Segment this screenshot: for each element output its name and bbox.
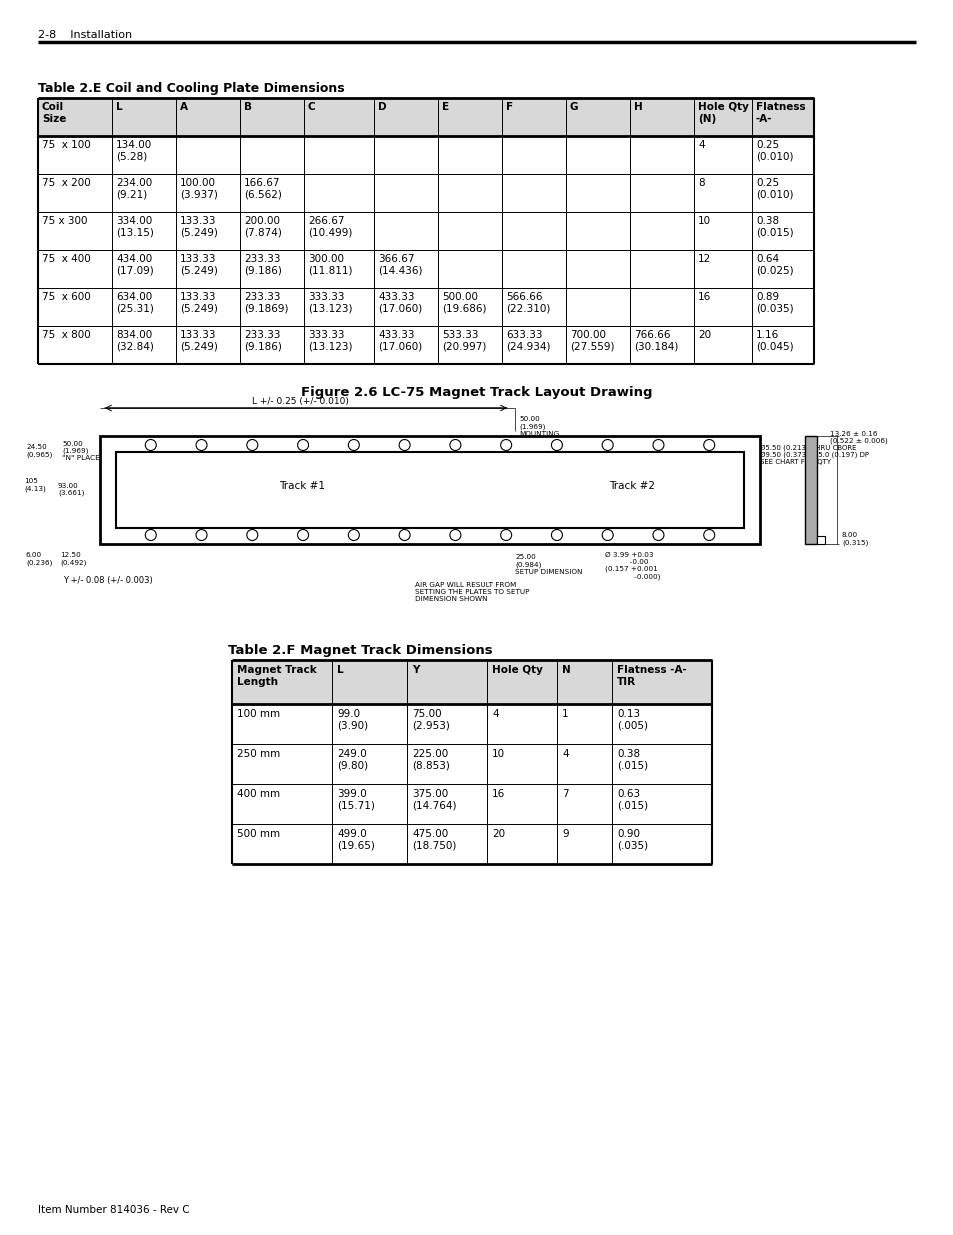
Text: Figure 2.6 LC-75 Magnet Track Layout Drawing: Figure 2.6 LC-75 Magnet Track Layout Dra… xyxy=(301,387,652,399)
Text: E: E xyxy=(441,103,449,112)
Text: Table 2.E Coil and Cooling Plate Dimensions: Table 2.E Coil and Cooling Plate Dimensi… xyxy=(38,82,344,95)
Text: 133.33
(5.249): 133.33 (5.249) xyxy=(180,291,217,314)
Text: D: D xyxy=(377,103,386,112)
Text: 0.25
(0.010): 0.25 (0.010) xyxy=(755,178,793,200)
Text: Magnet Track
Length: Magnet Track Length xyxy=(236,664,316,687)
Text: 166.67
(6.562): 166.67 (6.562) xyxy=(244,178,281,200)
Text: 75  x 100: 75 x 100 xyxy=(42,140,91,149)
Text: 4: 4 xyxy=(492,709,498,719)
Text: 700.00
(27.559): 700.00 (27.559) xyxy=(569,330,614,352)
Circle shape xyxy=(348,440,359,451)
Text: 434.00
(17.09): 434.00 (17.09) xyxy=(116,254,153,275)
Text: 134.00
(5.28): 134.00 (5.28) xyxy=(116,140,152,162)
Text: 433.33
(17.060): 433.33 (17.060) xyxy=(377,330,422,352)
Text: 566.66
(22.310): 566.66 (22.310) xyxy=(505,291,550,314)
Text: Track #1: Track #1 xyxy=(279,480,325,492)
Text: 50.00
(1.969)
"N" PLACES: 50.00 (1.969) "N" PLACES xyxy=(62,441,104,462)
Text: 24.50
(0.965): 24.50 (0.965) xyxy=(26,445,52,457)
Text: 633.33
(24.934): 633.33 (24.934) xyxy=(505,330,550,352)
Text: 133.33
(5.249): 133.33 (5.249) xyxy=(180,216,217,237)
Text: Table 2.F Magnet Track Dimensions: Table 2.F Magnet Track Dimensions xyxy=(228,643,492,657)
Text: Flatness
-A-: Flatness -A- xyxy=(755,103,804,124)
Circle shape xyxy=(247,440,257,451)
Circle shape xyxy=(703,530,714,541)
Text: 75  x 800: 75 x 800 xyxy=(42,330,91,340)
Circle shape xyxy=(297,440,308,451)
Text: 6.00
(0.236): 6.00 (0.236) xyxy=(26,552,52,566)
Circle shape xyxy=(195,530,207,541)
Text: Y +/- 0.08 (+/- 0.003): Y +/- 0.08 (+/- 0.003) xyxy=(63,576,152,585)
Text: 375.00
(14.764): 375.00 (14.764) xyxy=(412,789,456,810)
Text: L: L xyxy=(116,103,123,112)
Text: L: L xyxy=(336,664,343,676)
Text: 4: 4 xyxy=(561,748,568,760)
Text: 133.33
(5.249): 133.33 (5.249) xyxy=(180,254,217,275)
Text: 100 mm: 100 mm xyxy=(236,709,280,719)
Circle shape xyxy=(398,530,410,541)
Text: 0.64
(0.025): 0.64 (0.025) xyxy=(755,254,793,275)
Text: 16: 16 xyxy=(492,789,505,799)
Text: Item Number 814036 - Rev C: Item Number 814036 - Rev C xyxy=(38,1205,190,1215)
Text: 300.00
(11.811): 300.00 (11.811) xyxy=(308,254,352,275)
Circle shape xyxy=(398,440,410,451)
Text: 99.0
(3.90): 99.0 (3.90) xyxy=(336,709,368,731)
Circle shape xyxy=(500,440,511,451)
Text: Y: Y xyxy=(412,664,419,676)
Text: 250 mm: 250 mm xyxy=(236,748,280,760)
Text: 0.13
(.005): 0.13 (.005) xyxy=(617,709,647,731)
Bar xyxy=(100,436,760,543)
Text: 0.63
(.015): 0.63 (.015) xyxy=(617,789,647,810)
Circle shape xyxy=(145,440,156,451)
Text: 75  x 600: 75 x 600 xyxy=(42,291,91,303)
Text: 100.00
(3.937): 100.00 (3.937) xyxy=(180,178,217,200)
Text: 500.00
(19.686): 500.00 (19.686) xyxy=(441,291,486,314)
Text: 400 mm: 400 mm xyxy=(236,789,280,799)
Text: 20: 20 xyxy=(698,330,710,340)
Text: 0.25
(0.010): 0.25 (0.010) xyxy=(755,140,793,162)
Text: 105
(4.13): 105 (4.13) xyxy=(24,478,46,492)
Text: 0.90
(.035): 0.90 (.035) xyxy=(617,829,647,851)
Text: 75 x 300: 75 x 300 xyxy=(42,216,88,226)
Text: 233.33
(9.186): 233.33 (9.186) xyxy=(244,330,281,352)
Text: F: F xyxy=(505,103,513,112)
Text: Coil
Size: Coil Size xyxy=(42,103,67,124)
Text: H: H xyxy=(634,103,642,112)
Text: 75  x 200: 75 x 200 xyxy=(42,178,91,188)
Text: Flatness -A-
TIR: Flatness -A- TIR xyxy=(617,664,686,687)
Text: 93.00
(3.661): 93.00 (3.661) xyxy=(58,483,84,496)
Text: 12.50
(0.492): 12.50 (0.492) xyxy=(60,552,87,566)
Circle shape xyxy=(551,440,562,451)
Text: Ø5.50 (0.213) THRU CBORE
Ø9.50 (0.373) X 5.0 (0.197) DP
SEE CHART FOR QTY: Ø5.50 (0.213) THRU CBORE Ø9.50 (0.373) X… xyxy=(760,445,868,466)
Text: 266.67
(10.499): 266.67 (10.499) xyxy=(308,216,352,237)
Circle shape xyxy=(297,530,308,541)
Text: 16: 16 xyxy=(698,291,711,303)
Text: 133.33
(5.249): 133.33 (5.249) xyxy=(180,330,217,352)
Text: 13.26 ± 0.16
(0.522 ± 0.006): 13.26 ± 0.16 (0.522 ± 0.006) xyxy=(829,431,887,445)
Text: Hole Qty: Hole Qty xyxy=(492,664,542,676)
Text: A: A xyxy=(180,103,188,112)
Bar xyxy=(38,98,813,136)
Text: L +/- 0.25 (+/- 0.010): L +/- 0.25 (+/- 0.010) xyxy=(252,396,348,406)
Text: 366.67
(14.436): 366.67 (14.436) xyxy=(377,254,422,275)
Circle shape xyxy=(500,530,511,541)
Text: 834.00
(32.84): 834.00 (32.84) xyxy=(116,330,153,352)
Circle shape xyxy=(348,530,359,541)
Text: 10: 10 xyxy=(492,748,504,760)
Text: 200.00
(7.874): 200.00 (7.874) xyxy=(244,216,281,237)
Text: G: G xyxy=(569,103,578,112)
Text: 10: 10 xyxy=(698,216,710,226)
Text: 25.00
(0.984)
SETUP DIMENSION: 25.00 (0.984) SETUP DIMENSION xyxy=(515,555,582,574)
Text: 8: 8 xyxy=(698,178,704,188)
Text: C: C xyxy=(308,103,315,112)
Circle shape xyxy=(652,530,663,541)
Circle shape xyxy=(195,440,207,451)
Text: Track #2: Track #2 xyxy=(609,480,655,492)
Text: 75.00
(2.953): 75.00 (2.953) xyxy=(412,709,450,731)
Circle shape xyxy=(247,530,257,541)
Text: 333.33
(13.123): 333.33 (13.123) xyxy=(308,291,352,314)
Text: 9: 9 xyxy=(561,829,568,839)
Text: 475.00
(18.750): 475.00 (18.750) xyxy=(412,829,456,851)
Text: 533.33
(20.997): 533.33 (20.997) xyxy=(441,330,486,352)
Bar xyxy=(804,436,816,543)
Text: Hole Qty
(N): Hole Qty (N) xyxy=(698,103,748,124)
